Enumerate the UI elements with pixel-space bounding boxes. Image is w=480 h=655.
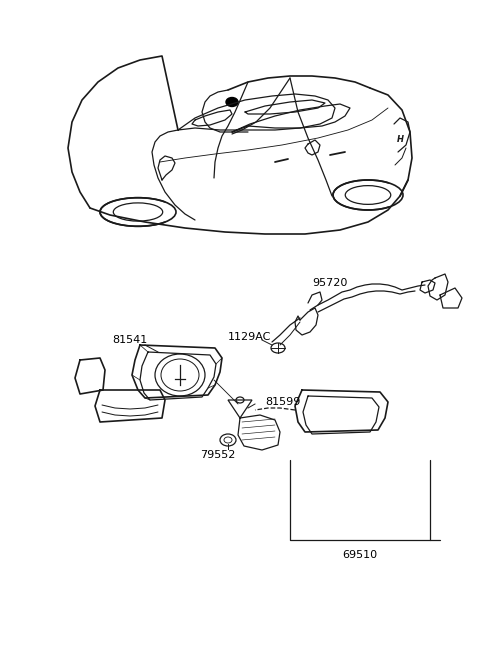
Text: 81599: 81599 — [265, 397, 300, 407]
Text: 1129AC: 1129AC — [228, 332, 272, 342]
Text: 81541: 81541 — [112, 335, 148, 345]
Text: 95720: 95720 — [312, 278, 348, 288]
Text: 69510: 69510 — [342, 550, 378, 560]
Text: H: H — [396, 136, 404, 145]
Text: 79552: 79552 — [200, 450, 236, 460]
Ellipse shape — [226, 98, 238, 107]
